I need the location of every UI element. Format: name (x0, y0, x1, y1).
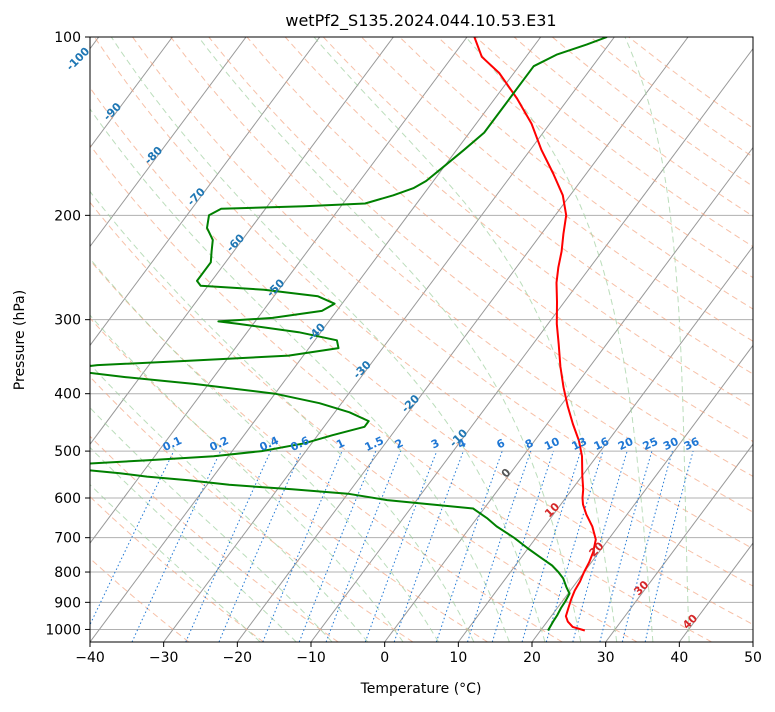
x-tick-label: 10 (449, 650, 467, 666)
x-tick-label: 50 (744, 650, 762, 666)
y-tick-label: 300 (54, 313, 81, 329)
y-tick-label: 1000 (45, 622, 81, 638)
y-tick-label: 900 (54, 595, 81, 611)
x-tick-label: −20 (223, 650, 253, 666)
x-tick-label: −30 (149, 650, 179, 666)
x-tick-label: 30 (597, 650, 615, 666)
x-tick-label: 40 (670, 650, 688, 666)
y-tick-label: 200 (54, 208, 81, 224)
y-tick-label: 800 (54, 565, 81, 581)
y-tick-label: 400 (54, 387, 81, 403)
x-tick-label: 20 (523, 650, 541, 666)
y-axis-title: Pressure (hPa) (12, 290, 28, 390)
y-tick-label: 700 (54, 531, 81, 547)
chart-title: wetPf2_S135.2024.044.10.53.E31 (285, 11, 556, 31)
x-tick-label: 0 (380, 650, 389, 666)
x-tick-label: −10 (296, 650, 326, 666)
y-tick-label: 500 (54, 444, 81, 460)
y-tick-label: 600 (54, 491, 81, 507)
x-tick-label: −40 (75, 650, 105, 666)
x-axis-title: Temperature (°C) (360, 681, 482, 697)
y-tick-label: 100 (54, 30, 81, 46)
